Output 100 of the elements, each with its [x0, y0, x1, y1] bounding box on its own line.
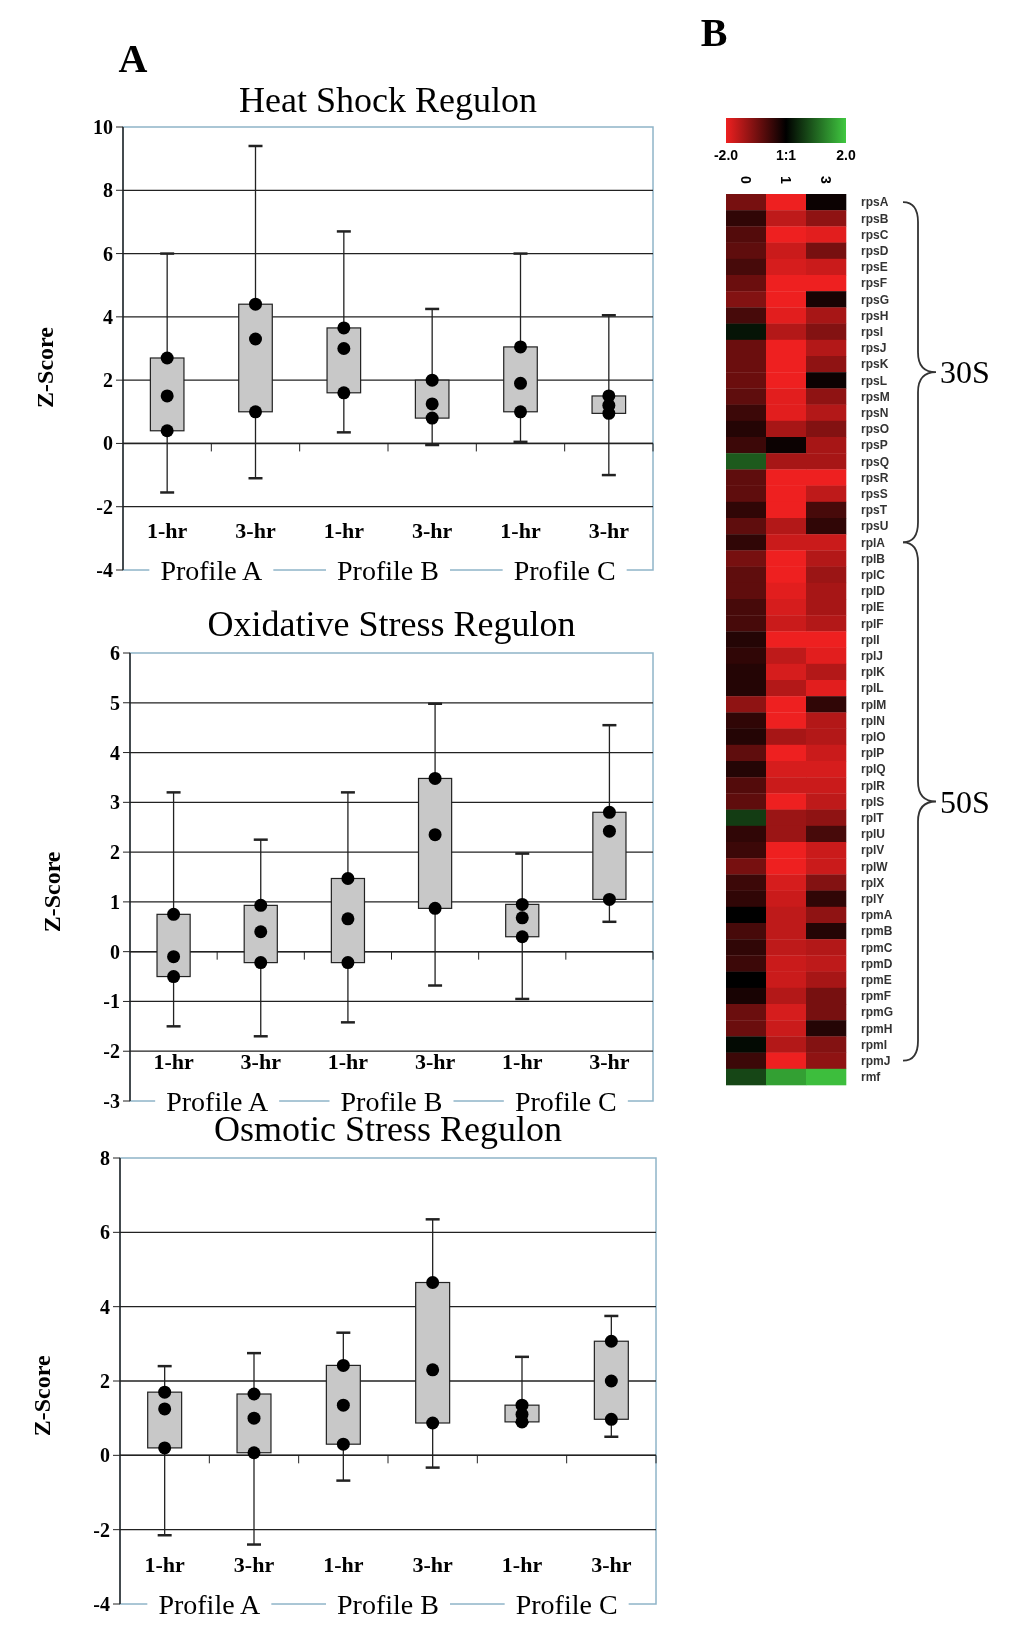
y-tick-label: rplF	[861, 616, 884, 631]
text: B	[700, 10, 728, 55]
annotation: Profile B	[340, 1085, 443, 1117]
annotation: Profile C	[515, 1588, 618, 1620]
y-tick-label: rpsG	[861, 292, 890, 307]
y-tick-label: 6	[100, 1221, 110, 1244]
color-bar-label: 2.0	[836, 147, 856, 163]
y-tick-label: rplY	[861, 891, 885, 906]
color-bar-label: -2.0	[713, 147, 739, 163]
y-tick-label: rplO	[861, 729, 886, 744]
y-tick-label: rpmJ	[861, 1053, 891, 1068]
y-tick-label: rplT	[861, 810, 885, 825]
y-tick-label: rpsI	[861, 324, 884, 339]
y-tick-label: -4	[93, 1593, 110, 1615]
y-tick-label: rpsQ	[861, 454, 890, 469]
y-tick-label: rplA	[861, 535, 886, 550]
annotation: Profile B	[337, 1588, 439, 1620]
y-tick-label: rplD	[861, 584, 886, 599]
x-tick-label: 1-hr	[500, 518, 541, 544]
y-tick-label: rplB	[861, 551, 886, 566]
y-axis-title: Z-Score	[32, 326, 58, 408]
chart-title: Oxidative Stress Regulon	[207, 604, 576, 644]
y-tick-label: rpmE	[861, 972, 892, 987]
y-tick-label: rplI	[861, 632, 880, 647]
y-tick-label: rplS	[861, 794, 885, 809]
y-tick-label: rmf	[861, 1070, 882, 1085]
y-tick-label: rpsP	[861, 438, 888, 453]
y-tick-label: 4	[103, 305, 113, 328]
y-tick-label: -2	[96, 495, 113, 518]
y-tick-label: 3	[110, 791, 120, 814]
y-tick-label: rpsE	[861, 260, 888, 275]
y-tick-label: 0	[103, 432, 113, 455]
y-tick-label: rplK	[861, 665, 886, 680]
y-tick-label: rpmG	[861, 1005, 894, 1020]
y-tick-label: -2	[103, 1040, 120, 1063]
y-tick-label: rpsO	[861, 422, 890, 437]
x-tick-label: 3-hr	[240, 1049, 282, 1075]
y-tick-label: rpsC	[861, 227, 889, 242]
y-tick-label: rpsJ	[861, 341, 887, 356]
y-tick-label: 2	[100, 1370, 110, 1392]
y-tick-label: 2	[110, 841, 120, 864]
x-tick-label: 3-hr	[414, 1049, 456, 1075]
x-tick-label: 1-hr	[501, 1552, 543, 1578]
y-tick-label: rplX	[861, 875, 885, 890]
chart-title: Heat Shock Regulon	[239, 80, 537, 120]
y-tick-label: rplE	[861, 600, 885, 615]
x-tick-label: 3	[818, 176, 835, 185]
y-tick-label: rplU	[861, 827, 885, 842]
y-tick-label: rplJ	[861, 648, 884, 663]
x-tick-label: 3-hr	[591, 1552, 632, 1578]
annotation: Profile C	[514, 1085, 617, 1117]
y-tick-label: rpsT	[861, 503, 888, 518]
y-tick-label: rpsR	[861, 470, 889, 485]
y-tick-label: rpsM	[861, 389, 890, 404]
x-tick-label: 1-hr	[147, 518, 188, 544]
annotation: Profile A	[166, 1085, 269, 1117]
y-tick-label: rpsS	[861, 486, 888, 501]
x-tick-label: 1-hr	[144, 1552, 186, 1578]
y-tick-label: 6	[103, 242, 113, 265]
y-tick-label: rpsD	[861, 243, 889, 258]
y-tick-label: -1	[103, 990, 120, 1013]
y-tick-label: rpmI	[861, 1037, 888, 1052]
y-tick-label: rpsN	[861, 405, 889, 420]
x-tick-label: 1	[778, 176, 795, 185]
y-tick-label: rpsU	[861, 519, 889, 534]
y-tick-label: rpmB	[861, 924, 893, 939]
y-tick-label: 0	[110, 940, 120, 963]
annotation: Profile A	[160, 554, 264, 586]
y-tick-label: 6	[110, 642, 120, 664]
y-tick-label: rplP	[861, 746, 885, 761]
y-tick-label: rpmC	[861, 940, 893, 955]
text: A	[118, 36, 148, 81]
y-tick-label: rpsA	[861, 195, 889, 210]
y-tick-label: -2	[93, 1518, 110, 1541]
annotation: Profile B	[337, 554, 439, 586]
x-tick-label: 1-hr	[502, 1049, 543, 1075]
y-tick-label: 1	[110, 890, 120, 913]
text: 50S	[940, 783, 990, 820]
y-tick-label: rplL	[861, 681, 884, 696]
y-tick-label: rplW	[861, 859, 889, 874]
x-tick-label: 3-hr	[412, 1552, 454, 1578]
y-tick-label: rpmF	[861, 989, 891, 1004]
y-tick-label: rpsF	[861, 276, 888, 291]
x-tick-label: 3-hr	[588, 518, 630, 544]
x-tick-label: 3-hr	[233, 1552, 275, 1578]
y-tick-label: 4	[110, 741, 120, 764]
y-tick-label: 8	[103, 179, 113, 202]
y-tick-label: rpmD	[861, 956, 893, 971]
x-tick-label: 1-hr	[323, 518, 365, 544]
x-tick-label: 1-hr	[327, 1049, 369, 1075]
y-tick-label: rplC	[861, 567, 886, 582]
y-tick-label: 10	[93, 116, 113, 138]
y-tick-label: rplN	[861, 713, 885, 728]
y-tick-label: rpsB	[861, 211, 889, 226]
annotation: Profile A	[158, 1588, 262, 1620]
y-axis-title: Z-Score	[39, 851, 65, 933]
y-tick-label: 2	[103, 369, 113, 392]
y-tick-label: rplM	[861, 697, 887, 712]
y-tick-label: rpsH	[861, 308, 889, 323]
x-tick-label: 0	[738, 176, 755, 185]
